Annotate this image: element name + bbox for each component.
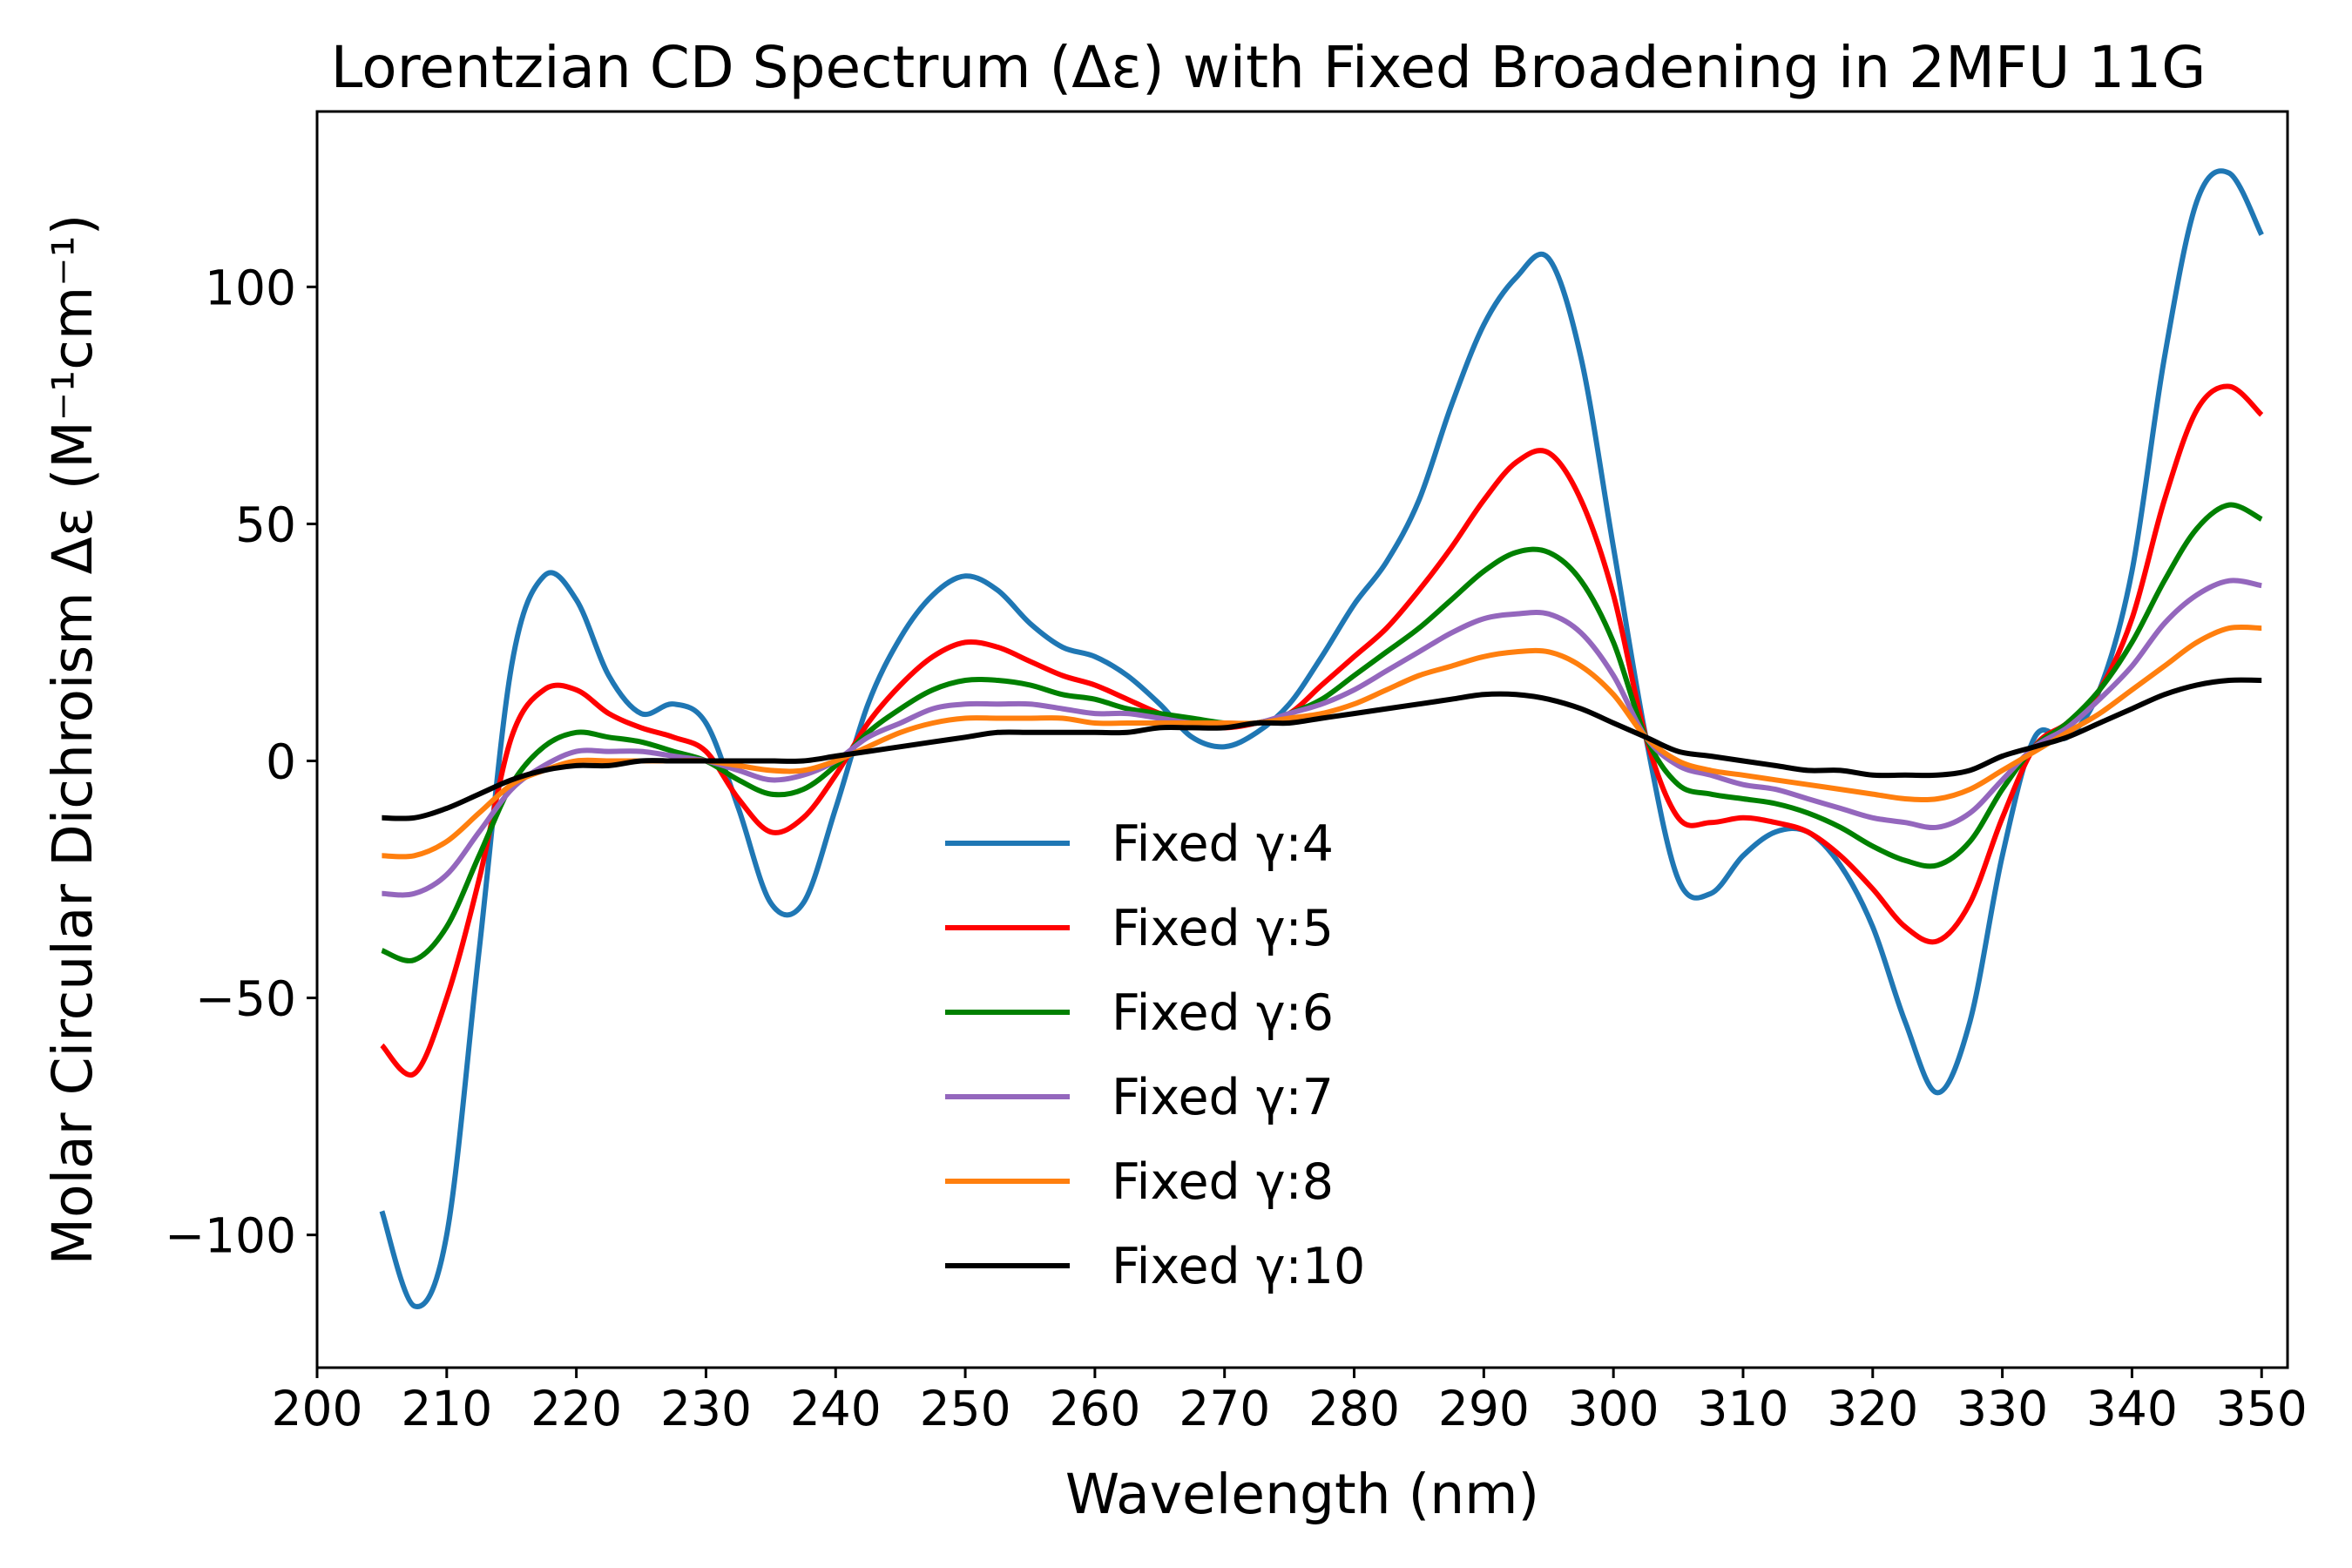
x-tick-label: 340 [2086,1381,2178,1436]
x-tick-label: 240 [790,1381,882,1436]
y-axis: −100 −50 0 50 100 [165,260,317,1264]
x-axis-label: Wavelength (nm) [1065,1463,1539,1526]
x-tick-label: 310 [1697,1381,1788,1436]
x-tick-label: 290 [1438,1381,1530,1436]
legend-label-4: Fixed γ:7 [1112,1069,1334,1126]
legend-label-3: Fixed γ:6 [1112,984,1334,1042]
y-tick-label: 50 [235,497,296,552]
series-line-2 [380,383,2264,1078]
x-tick-label: 210 [401,1381,492,1436]
x-tick-label: 320 [1827,1381,1918,1436]
y-tick-label: 100 [205,260,296,315]
y-axis-label: Molar Circular Dichroism Δε (M⁻¹cm⁻¹) [41,214,105,1266]
series-line-6 [382,677,2262,821]
legend-label-1: Fixed γ:4 [1112,815,1334,873]
x-tick-label: 270 [1179,1381,1270,1436]
x-tick-label: 220 [531,1381,622,1436]
x-tick-label: 230 [660,1381,752,1436]
y-tick-label: −100 [165,1208,296,1264]
plot-area [315,110,2289,1369]
x-tick-label: 280 [1308,1381,1400,1436]
series-line-3 [381,502,2263,963]
y-tick-label: −50 [195,971,296,1027]
chart-title: Lorentzian CD Spectrum (Δε) with Fixed B… [331,34,2207,101]
axes-frame [315,110,2289,1369]
series-layer [379,168,2264,1309]
x-tick-label: 300 [1568,1381,1659,1436]
series-line-1 [379,168,2264,1309]
x-tick-label: 350 [2216,1381,2308,1436]
legend-label-6: Fixed γ:10 [1112,1238,1365,1295]
x-tick-label: 200 [272,1381,363,1436]
y-tick-label: 0 [266,733,296,789]
x-axis: 200 210 220 230 240 250 260 270 280 290 300 310 320 3… [272,1368,2308,1436]
legend-label-5: Fixed γ:8 [1112,1153,1334,1211]
x-tick-label: 250 [920,1381,1011,1436]
legend-label-2: Fixed γ:5 [1112,900,1334,957]
legend: Fixed γ:4 Fixed γ:5 Fixed γ:6 Fixed γ:7 Fixe… [945,815,1365,1295]
x-tick-label: 260 [1049,1381,1140,1436]
x-tick-label: 330 [1957,1381,2048,1436]
